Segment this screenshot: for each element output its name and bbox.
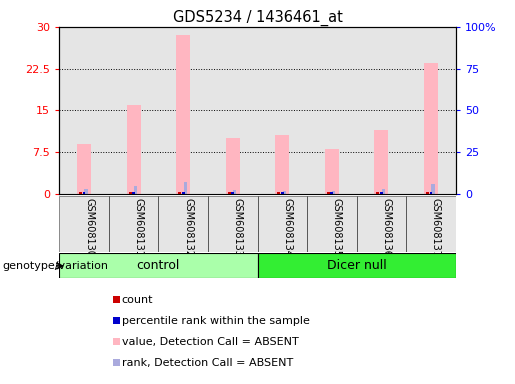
Bar	[430, 192, 433, 194]
Bar	[233, 190, 236, 194]
Text: GSM608131: GSM608131	[133, 198, 144, 257]
Text: GSM608132: GSM608132	[183, 198, 193, 257]
Text: rank, Detection Call = ABSENT: rank, Detection Call = ABSENT	[122, 358, 293, 368]
Bar	[258, 27, 307, 194]
Text: GSM608133: GSM608133	[233, 198, 243, 257]
Text: GSM608130: GSM608130	[84, 198, 94, 257]
Bar	[182, 192, 185, 194]
Bar	[208, 27, 258, 194]
Bar	[208, 196, 258, 252]
Text: Dicer null: Dicer null	[327, 260, 387, 272]
Text: GSM608134: GSM608134	[282, 198, 293, 257]
Text: GSM608135: GSM608135	[332, 198, 342, 257]
Bar	[59, 27, 109, 194]
Bar	[432, 184, 435, 194]
Text: GSM608136: GSM608136	[382, 198, 391, 257]
Bar	[176, 35, 190, 194]
Bar	[276, 136, 289, 194]
Bar	[226, 138, 239, 194]
Bar	[356, 27, 406, 194]
Bar	[159, 196, 208, 252]
Bar	[277, 192, 280, 194]
Bar	[374, 130, 388, 194]
Text: value, Detection Call = ABSENT: value, Detection Call = ABSENT	[122, 337, 298, 347]
Bar	[258, 196, 307, 252]
Text: count: count	[122, 295, 153, 305]
Bar	[307, 196, 356, 252]
Bar	[228, 192, 231, 194]
Bar	[59, 196, 109, 252]
Bar	[380, 192, 383, 194]
Bar	[327, 192, 330, 194]
Text: percentile rank within the sample: percentile rank within the sample	[122, 316, 310, 326]
Bar	[356, 196, 406, 252]
Bar	[382, 189, 385, 194]
Bar	[77, 144, 91, 194]
Bar	[59, 253, 258, 278]
Bar	[426, 192, 429, 194]
Text: genotype/variation: genotype/variation	[3, 261, 109, 271]
Bar	[325, 149, 339, 194]
Bar	[330, 192, 333, 194]
Bar	[424, 63, 438, 194]
Bar	[231, 192, 234, 194]
Text: control: control	[136, 260, 180, 272]
Bar	[406, 27, 456, 194]
Bar	[307, 27, 356, 194]
Bar	[82, 192, 85, 194]
Bar	[79, 192, 82, 194]
Bar	[84, 189, 88, 194]
Bar	[184, 182, 186, 194]
Bar	[129, 192, 132, 194]
Text: GSM608137: GSM608137	[431, 198, 441, 257]
Bar	[283, 190, 286, 194]
Bar	[158, 27, 208, 194]
Bar	[178, 192, 181, 194]
Bar	[376, 192, 380, 194]
Bar	[109, 27, 158, 194]
Bar	[406, 196, 456, 252]
Title: GDS5234 / 1436461_at: GDS5234 / 1436461_at	[173, 9, 342, 25]
Bar	[134, 185, 137, 194]
Bar	[132, 192, 135, 194]
Bar	[281, 192, 284, 194]
Bar	[332, 191, 335, 194]
Bar	[127, 105, 141, 194]
Bar	[109, 196, 159, 252]
Bar	[258, 253, 456, 278]
